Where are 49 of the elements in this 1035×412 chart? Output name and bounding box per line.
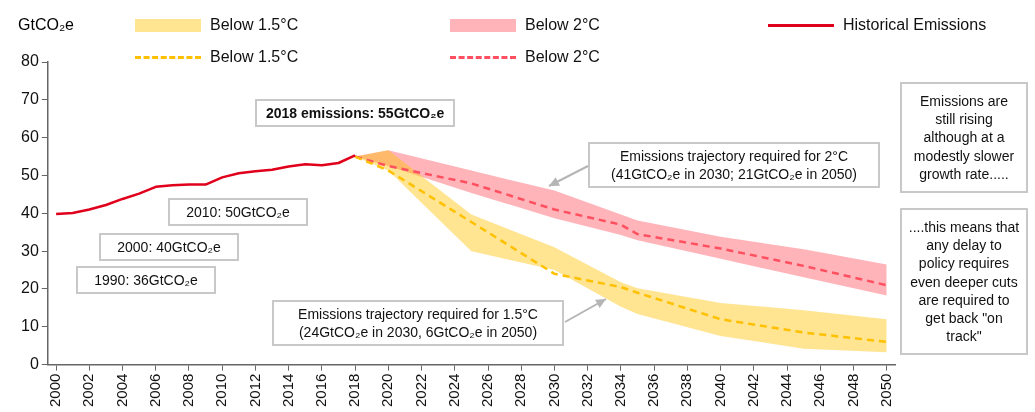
x-tick-label: 2036 [644,373,662,408]
x-tick-label: 2044 [777,373,795,408]
y-tick-label: 40 [21,203,39,221]
legend-label: Historical Emissions [843,16,987,34]
y-tick-label: 20 [21,279,39,297]
x-tick-label: 2042 [743,373,761,408]
y-tick-label: 70 [21,90,39,108]
x-tick-label: 2032 [577,373,595,408]
x-tick-label: 2022 [411,373,429,408]
x-tick-label: 2004 [112,373,130,408]
y-tick-label: 60 [21,128,39,146]
x-tick-label: 2008 [179,373,197,408]
x-tick-label: 2040 [710,373,728,408]
x-tick-label: 2034 [611,373,629,408]
annotation: 2018 emissions: 55GtCO₂e [255,98,456,127]
y-tick-label: 50 [21,165,39,183]
annotation: Emissions trajectory required for 1.5°C (24GtCO₂e in 2030, 6GtCO₂e in 2050) [272,300,564,347]
text: ....this means that any delay to policy requires even deeper cuts are required to get back "on track" [900,208,1028,356]
x-tick-label: 2020 [378,373,396,408]
y-tick-label: 10 [21,317,39,335]
annotation: Emissions trajectory required for 2°C (41GtCO₂e in 2030; 21GtCO₂e in 2050) [588,142,880,189]
x-tick-label: 2026 [478,373,496,408]
x-tick-label: 2046 [810,373,828,408]
x-tick-label: 2012 [245,373,263,408]
annotation: 2000: 40GtCO₂e [99,233,239,262]
x-tick-label: 2024 [444,373,462,408]
x-tick-label: 2006 [145,373,163,408]
text: Below 2°C [525,16,600,33]
x-tick-label: 2038 [677,373,695,408]
x-tick-label: 2016 [312,373,330,408]
legend-label: Below 1.5°C [210,48,299,66]
annotation: 1990: 36GtCO₂e [76,266,216,295]
x-tick-label: 2018 [345,373,363,408]
x-tick-label: 2000 [46,373,64,408]
x-tick-label: 2002 [79,373,97,408]
y-tick-label: 30 [21,241,39,259]
text: Emissions are still rising although at a modestly slower growth rate..... [900,82,1028,193]
annotation: 2010: 50GtCO₂e [168,198,308,227]
x-tick-label: 2014 [278,373,296,408]
x-tick-label: 2030 [544,373,562,408]
x-tick-label: 2048 [843,373,861,408]
y-axis-title: GtCO₂e [18,16,74,34]
text: Below 1.5°C [210,16,299,33]
y-tick-label: 80 [21,52,39,70]
x-tick-label: 2028 [511,373,529,408]
x-tick-label: 2010 [212,373,230,408]
x-tick-label: 2050 [876,373,894,408]
y-tick-label: 0 [29,355,39,373]
legend-label: Below 2°C [525,48,600,66]
